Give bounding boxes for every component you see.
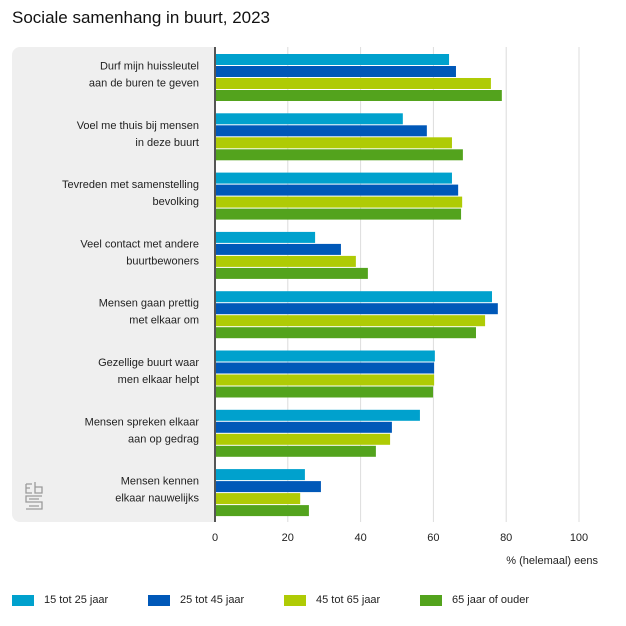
bar bbox=[215, 54, 450, 65]
bar bbox=[215, 267, 368, 279]
bar bbox=[215, 315, 486, 327]
legend-item: 15 tot 25 jaar bbox=[12, 594, 108, 606]
category-label: met elkaar om bbox=[129, 315, 199, 327]
category-label: Mensen kennen bbox=[121, 476, 199, 488]
bar bbox=[215, 113, 403, 125]
bar bbox=[215, 421, 392, 433]
bar bbox=[215, 208, 462, 220]
legend-swatch bbox=[148, 594, 170, 606]
legend-swatch bbox=[12, 594, 34, 606]
bar bbox=[215, 303, 498, 315]
bar bbox=[215, 362, 435, 374]
bar bbox=[215, 327, 476, 339]
bar bbox=[215, 184, 459, 196]
bar bbox=[215, 255, 356, 267]
x-tick-label: 20 bbox=[282, 532, 294, 544]
x-tick-label: 100 bbox=[570, 532, 588, 544]
legend-label: 45 tot 65 jaar bbox=[316, 594, 381, 606]
category-label: buurtbewoners bbox=[126, 255, 199, 267]
bar bbox=[215, 243, 341, 255]
category-label: elkaar nauwelijks bbox=[115, 493, 199, 505]
bar bbox=[215, 445, 376, 457]
category-label: aan de buren te geven bbox=[89, 78, 199, 90]
bar bbox=[215, 409, 420, 421]
bar bbox=[215, 493, 301, 505]
legend-label: 15 tot 25 jaar bbox=[44, 594, 109, 606]
bar bbox=[215, 137, 452, 149]
legend-item: 25 tot 45 jaar bbox=[148, 594, 244, 606]
bar bbox=[215, 374, 435, 386]
legend-label: 25 tot 45 jaar bbox=[180, 594, 245, 606]
category-label: Mensen gaan prettig bbox=[99, 298, 199, 310]
chart-title: Sociale samenhang in buurt, 2023 bbox=[12, 8, 271, 27]
legend-label: 65 jaar of ouder bbox=[452, 594, 530, 606]
category-label: bevolking bbox=[153, 196, 199, 208]
category-label: Durf mijn huissleutel bbox=[100, 61, 199, 73]
legend: 15 tot 25 jaar 25 tot 45 jaar 45 tot 65 … bbox=[0, 594, 626, 614]
bar bbox=[215, 125, 427, 137]
category-label: men elkaar helpt bbox=[118, 374, 199, 386]
bar bbox=[215, 90, 502, 101]
cbs-logo-icon bbox=[25, 482, 43, 510]
legend-item: 45 tot 65 jaar bbox=[284, 594, 380, 606]
bar bbox=[215, 196, 463, 208]
bar bbox=[215, 481, 321, 493]
legend-swatch bbox=[284, 594, 306, 606]
bar bbox=[215, 505, 309, 517]
x-axis-label: % (helemaal) eens bbox=[506, 555, 598, 567]
bar bbox=[215, 386, 434, 398]
x-tick-label: 40 bbox=[354, 532, 366, 544]
bar bbox=[215, 350, 435, 362]
legend-item: 65 jaar of ouder bbox=[420, 594, 529, 606]
category-label: aan op gedrag bbox=[128, 433, 199, 445]
category-label: Gezellige buurt waar bbox=[98, 357, 199, 369]
category-panel bbox=[12, 47, 214, 522]
bar bbox=[215, 172, 452, 184]
category-label: Veel contact met andere bbox=[80, 238, 199, 250]
category-label: Voel me thuis bij mensen bbox=[77, 120, 199, 132]
x-tick-label: 0 bbox=[212, 532, 218, 544]
bar bbox=[215, 149, 463, 161]
bar bbox=[215, 66, 456, 77]
bar bbox=[215, 78, 491, 89]
bar bbox=[215, 469, 305, 481]
x-tick-label: 60 bbox=[427, 532, 439, 544]
category-label: in deze buurt bbox=[135, 137, 199, 149]
bar bbox=[215, 231, 316, 243]
category-label: Mensen spreken elkaar bbox=[85, 416, 200, 428]
bar bbox=[215, 433, 391, 445]
category-label: Tevreden met samenstelling bbox=[62, 179, 199, 191]
x-tick-label: 80 bbox=[500, 532, 512, 544]
bar bbox=[215, 291, 493, 303]
legend-swatch bbox=[420, 594, 442, 606]
